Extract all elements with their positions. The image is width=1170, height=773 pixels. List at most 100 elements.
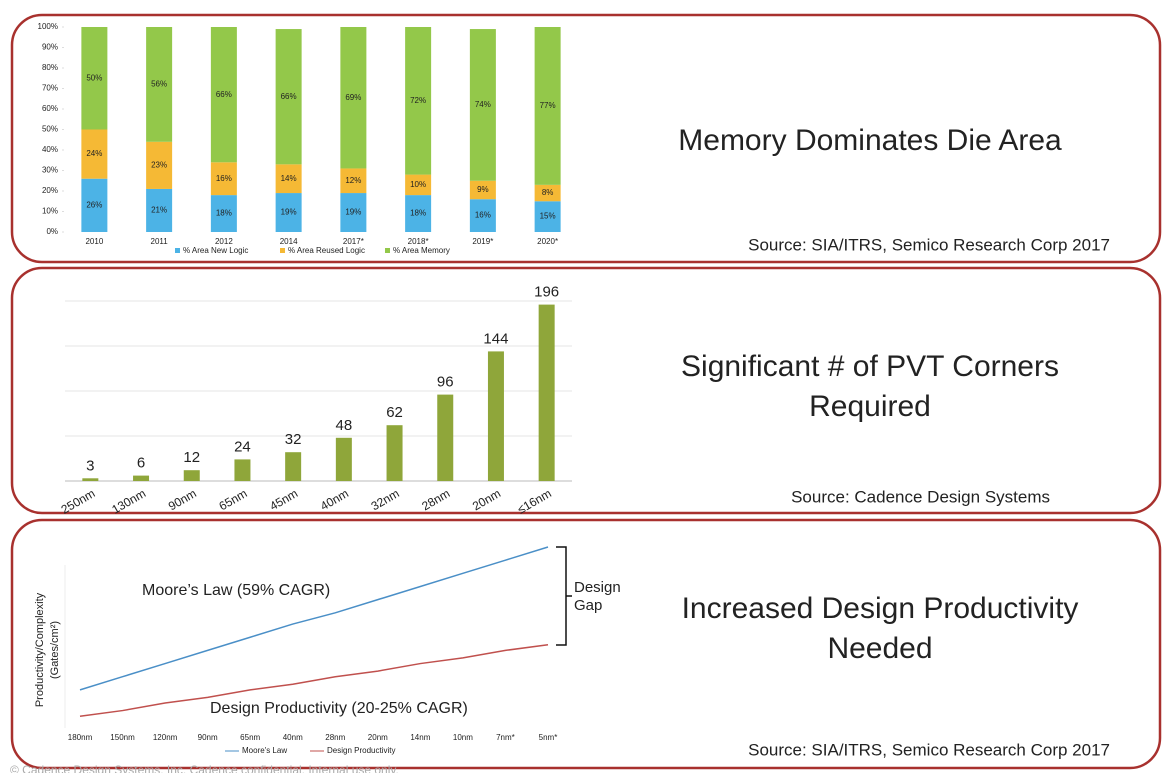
x-tick-label: 40nm [283, 733, 303, 742]
bar [133, 475, 150, 481]
line [79, 546, 549, 691]
bar-segment [469, 180, 496, 200]
bar-segment [340, 168, 367, 194]
legend-swatch [385, 248, 390, 253]
footer: © Cadence Design Systems, Inc. Cadence c… [10, 763, 399, 773]
x-tick-label: 2017* [343, 237, 364, 246]
legend-label: % Area Reused Logic [288, 246, 365, 255]
x-tick-label: 180nm [68, 733, 93, 742]
x-tick-label: 45nm [267, 486, 300, 513]
x-tick-label: 20nm [368, 733, 388, 742]
bar-segment [81, 178, 108, 232]
data-label: 23% [151, 160, 167, 169]
data-label: 19% [345, 208, 361, 217]
data-label: 24% [86, 149, 102, 158]
x-tick-label: 2018* [408, 237, 429, 246]
legend-swatch [175, 248, 180, 253]
line [79, 644, 549, 717]
x-tick-label: 2010 [85, 237, 103, 246]
x-tick-label: 14nm [410, 733, 430, 742]
data-label: 62 [386, 404, 403, 421]
annotation: Gap [574, 597, 602, 614]
x-tick-label: 150nm [110, 733, 135, 742]
bar-segment [146, 141, 173, 189]
source: Source: Cadence Design Systems [791, 487, 1050, 506]
data-label: 66% [281, 92, 297, 101]
bar-segment [340, 27, 367, 169]
data-label: 74% [475, 100, 491, 109]
bar-segment [340, 193, 367, 232]
x-tick-label: 28nm [325, 733, 345, 742]
bar [82, 478, 99, 481]
bar-segment [405, 174, 432, 196]
y-tick-label: 60% [42, 104, 58, 113]
y-tick-label: 30% [42, 166, 58, 175]
bar-segment [469, 199, 496, 232]
bar-segment [146, 188, 173, 232]
y-tick-label: 0% [46, 227, 58, 236]
data-label: 18% [410, 209, 426, 218]
data-label: 12 [183, 449, 200, 466]
headline: Memory Dominates Die Area [678, 124, 1062, 157]
x-tick-label: 2012 [215, 237, 233, 246]
annotation: Design [574, 579, 621, 596]
y-tick-label: 80% [42, 63, 58, 72]
legend-label: Moore's Law [242, 746, 287, 755]
data-label: 72% [410, 96, 426, 105]
bar-segment [275, 164, 302, 194]
bar-segment [405, 195, 432, 232]
bar-segment [469, 29, 496, 181]
data-label: 6 [137, 455, 145, 472]
bar-segment [210, 195, 237, 232]
panel [10, 266, 1162, 515]
data-label: 19% [281, 208, 297, 217]
legend-swatch [280, 248, 285, 253]
panel [10, 518, 1162, 770]
x-tick-label: 65nm [240, 733, 260, 742]
y-axis-label: (Gates/cm²) [49, 621, 61, 679]
data-label: 12% [345, 176, 361, 185]
legend-label: % Area New Logic [183, 246, 248, 255]
data-label: 196 [534, 284, 559, 301]
headline: Increased Design Productivity [682, 592, 1079, 625]
data-label: 26% [86, 200, 102, 209]
panel [10, 13, 1162, 264]
bar [183, 470, 200, 481]
data-label: 56% [151, 80, 167, 89]
annotation: Moore’s Law (59% CAGR) [142, 582, 330, 599]
bar-segment [275, 29, 302, 165]
bar-segment [146, 27, 173, 142]
bar-segment [210, 27, 237, 163]
data-label: 66% [216, 90, 232, 99]
source: Source: SIA/ITRS, Semico Research Corp 2… [748, 235, 1110, 254]
x-tick-label: 2019* [472, 237, 493, 246]
annotation: Design Productivity (20-25% CAGR) [210, 700, 468, 717]
data-label: 21% [151, 206, 167, 215]
data-label: 50% [86, 73, 102, 82]
bar-segment [534, 184, 561, 202]
data-label: 9% [477, 185, 489, 194]
data-label: 48 [336, 417, 353, 434]
x-tick-label: 65nm [217, 486, 250, 513]
bar [386, 425, 403, 481]
data-label: 14% [281, 174, 297, 183]
y-tick-label: 90% [42, 43, 58, 52]
y-tick-label: 20% [42, 186, 58, 195]
bar-segment [81, 27, 108, 130]
bar-segment [534, 201, 561, 232]
data-label: 16% [216, 174, 232, 183]
headline: Required [809, 390, 931, 423]
bar-segment [534, 27, 561, 185]
data-label: 96 [437, 374, 454, 391]
bar-segment [81, 129, 108, 179]
headline: Significant # of PVT Corners [681, 350, 1059, 383]
bar [285, 452, 302, 481]
data-label: 10% [410, 180, 426, 189]
x-tick-label: 90nm [198, 733, 218, 742]
x-tick-label: 10nm [453, 733, 473, 742]
y-tick-label: 70% [42, 84, 58, 93]
bar [437, 394, 454, 481]
bar-segment [275, 193, 302, 232]
data-label: 15% [540, 212, 556, 221]
